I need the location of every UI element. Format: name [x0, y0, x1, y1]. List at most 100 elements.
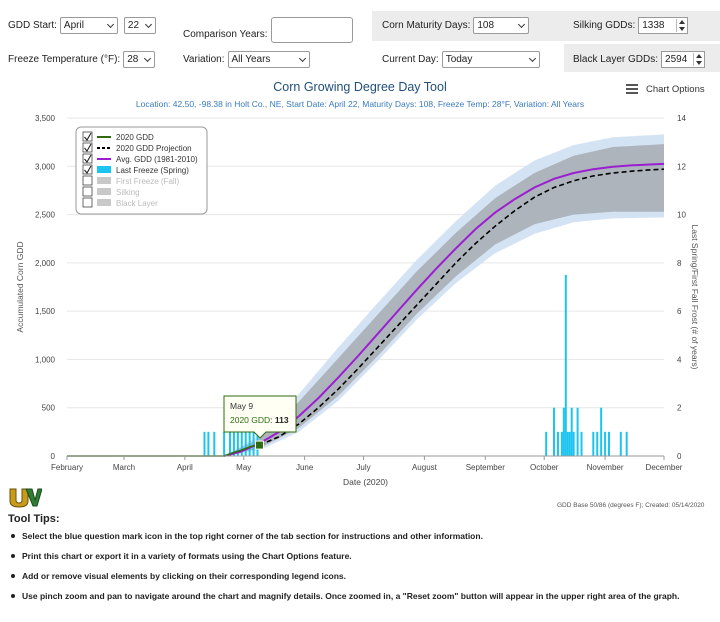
freeze-bar	[566, 431, 569, 456]
comparison-years-control: Comparison Years:	[183, 17, 353, 43]
x-tick-label: November	[587, 463, 624, 472]
legend-symbol	[97, 199, 111, 206]
y2-axis-label: Last Spring/First Fall Frost (# of years…	[690, 224, 700, 369]
legend-checkbox[interactable]	[82, 131, 93, 142]
black-layer-spinner[interactable]	[693, 53, 703, 66]
legend-checkbox[interactable]	[82, 153, 93, 164]
y2-tick-label: 10	[677, 211, 686, 220]
chart-title: Corn Growing Degree Day Tool	[273, 80, 447, 94]
freeze-bar	[600, 407, 603, 456]
freeze-bar	[545, 431, 548, 456]
x-tick-label: July	[356, 463, 370, 472]
legend: 2020 GDD 2020 GDD Projection Avg. GDD (198…	[75, 126, 208, 215]
legend-checkbox[interactable]	[82, 197, 93, 208]
freeze-bar	[604, 431, 607, 456]
tool-tips-section: Tool Tips: Select the blue question mark…	[8, 513, 679, 611]
freeze-bar	[580, 431, 583, 456]
silking-label: Silking GDDs:	[573, 20, 636, 31]
black-layer-value: 2594	[665, 54, 688, 65]
y2-tick-label: 2	[677, 404, 682, 413]
checkmark-icon	[84, 132, 92, 141]
x-axis-label: Date (2020)	[343, 477, 388, 487]
freeze-temp-label: Freeze Temperature (°F):	[8, 54, 121, 65]
silking-control: Silking GDDs: 1338	[573, 17, 689, 34]
corn-maturity-control: Corn Maturity Days: 108	[382, 17, 530, 34]
freeze-bar	[608, 431, 611, 456]
x-tick-label: February	[51, 463, 83, 472]
legend-item-label[interactable]: First Freeze (Fall)	[116, 177, 179, 186]
legend-item-label[interactable]: Avg. GDD (1981-2010)	[116, 155, 198, 164]
gdd-chart: 0 500 1,000 1,500 2,000 2,500 3,000 3,500 0 2 4 6 8 1…	[15, 114, 700, 487]
freeze-bar	[236, 431, 239, 456]
tool-tip-item: Use pinch zoom and pan to navigate aroun…	[8, 591, 679, 611]
black-layer-input[interactable]: 2594	[661, 51, 706, 68]
freeze-bar	[553, 407, 556, 456]
x-tick-label: April	[177, 463, 193, 472]
freeze-bar	[576, 407, 579, 456]
y-tick-label: 0	[51, 452, 56, 461]
legend-checkbox[interactable]	[82, 164, 93, 175]
variation-label: Variation:	[183, 54, 225, 65]
tool-tips-list: Select the blue question mark icon in th…	[8, 531, 679, 611]
silking-input[interactable]: 1338	[638, 17, 689, 34]
gdd-start-control: GDD Start: April 22	[8, 17, 156, 34]
freeze-bar	[556, 431, 559, 456]
gdd-variation-bands	[224, 134, 664, 456]
freeze-bar	[570, 407, 573, 456]
freeze-bar	[244, 431, 247, 456]
freeze-bar	[252, 431, 255, 456]
tooltip-sep: :	[270, 415, 275, 425]
legend-symbol	[97, 188, 111, 195]
legend-item-label[interactable]: 2020 GDD	[116, 133, 154, 142]
gdd-start-day-select[interactable]: 22	[123, 17, 156, 34]
legend-checkbox[interactable]	[82, 175, 93, 186]
legend-checkbox[interactable]	[82, 186, 93, 197]
variation-select[interactable]: All Years	[227, 51, 310, 68]
checkmark-icon	[84, 154, 92, 163]
silking-spinner[interactable]	[676, 19, 686, 32]
freeze-bar	[619, 431, 622, 456]
legend-checkbox[interactable]	[82, 142, 93, 153]
silking-value: 1338	[642, 20, 665, 31]
tool-tip-item: Add or remove visual elements by clickin…	[8, 571, 679, 591]
y-tick-label: 2,000	[35, 259, 56, 268]
y2-tick-label: 6	[677, 307, 682, 316]
x-tick-label: December	[646, 463, 683, 472]
legend-item-label[interactable]: 2020 GDD Projection	[116, 144, 192, 153]
chart-options-button[interactable]: Chart Options	[646, 84, 705, 95]
freeze-bar	[232, 431, 235, 456]
current-day-select[interactable]: Today	[441, 51, 540, 68]
freeze-bar	[213, 431, 216, 456]
legend-symbol	[97, 177, 111, 184]
freeze-bar	[625, 431, 628, 456]
gdd-start-month-select[interactable]: April	[59, 17, 118, 34]
legend-item-label[interactable]: Silking	[116, 188, 140, 197]
x-tick-label: March	[113, 463, 135, 472]
y2-tick-label: 4	[677, 355, 682, 364]
black-layer-label: Black Layer GDDs:	[573, 54, 659, 65]
freeze-bar	[248, 431, 251, 456]
x-tick-label: May	[236, 463, 251, 472]
y-tick-label: 1,500	[35, 307, 56, 316]
freeze-bar	[228, 431, 231, 456]
tooltip-value: 113	[275, 415, 289, 425]
freeze-bar	[203, 431, 206, 456]
y-axis-label: Accumulated Corn GDD	[15, 241, 25, 332]
variation-control: Variation: All Years	[183, 51, 310, 68]
chart-subtitle: Location: 42.50, -98.38 in Holt Co., NE,…	[135, 99, 585, 109]
gdd-start-label: GDD Start:	[8, 20, 57, 31]
legend-item-label[interactable]: Black Layer	[116, 199, 158, 208]
comparison-years-input[interactable]	[270, 17, 353, 43]
legend-item-label[interactable]: Last Freeze (Spring)	[116, 166, 189, 175]
x-tick-label: June	[296, 463, 314, 472]
freeze-bar	[562, 407, 565, 456]
corn-maturity-select[interactable]: 108	[473, 17, 530, 34]
x-tick-label: September	[466, 463, 505, 472]
y-tick-label: 1,000	[35, 355, 56, 364]
tooltip-series: 2020 GDD	[230, 415, 270, 425]
corn-maturity-label: Corn Maturity Days:	[382, 20, 471, 31]
hamburger-menu-icon[interactable]	[626, 84, 638, 94]
tooltip: May 9 2020 GDD: 113	[223, 395, 297, 450]
freeze-temp-select[interactable]: 28	[123, 51, 156, 68]
tooltip-value-line: 2020 GDD: 113	[230, 415, 289, 425]
